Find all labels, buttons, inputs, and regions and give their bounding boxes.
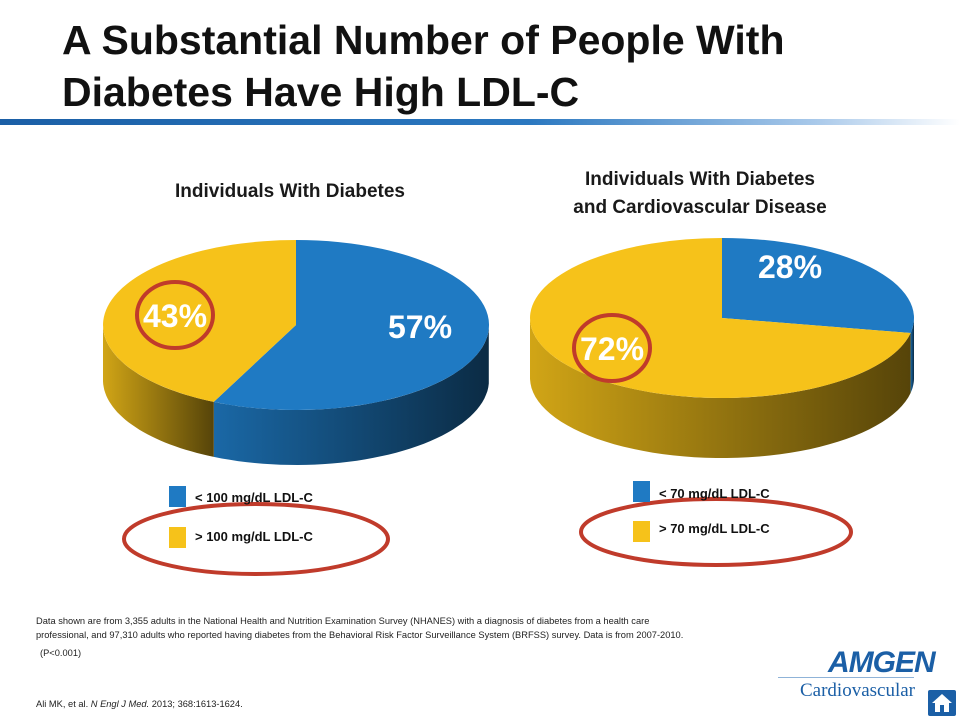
logo-subtitle: Cardiovascular: [800, 680, 916, 701]
citation-journal: N Engl J Med.: [90, 699, 150, 709]
pie2-side-2: [530, 319, 911, 458]
slide-title: A Substantial Number of People With Diab…: [62, 14, 922, 118]
pie2-slice-1: [722, 238, 915, 333]
legend1-label-yellow: > 100 mg/dL LDL-C: [195, 529, 313, 544]
slide-title-line2: Diabetes Have High LDL-C: [62, 69, 580, 115]
citation: Ali MK, et al. N Engl J Med. 2013; 368:1…: [36, 697, 243, 711]
citation-authors: Ali MK, et al.: [36, 699, 91, 709]
legend2-highlight-ring: [579, 497, 853, 567]
legend1-highlight-ring: [122, 502, 390, 576]
chart2-title-line1: Individuals With Diabetes: [585, 169, 815, 190]
chart1-title: Individuals With Diabetes: [175, 181, 405, 202]
pie1-label-1: 57%: [388, 309, 452, 345]
pie-1: 57% 43%: [103, 240, 490, 465]
pie1-side-1: [213, 328, 489, 465]
footnote: Data shown are from 3,355 adults in the …: [36, 614, 816, 660]
legend2-label-blue: < 70 mg/dL LDL-C: [659, 486, 770, 501]
pie-2: 28% 72%: [530, 238, 915, 458]
pie1-label-2: 43%: [143, 298, 207, 334]
chart2-title-line2: and Cardiovascular Disease: [573, 197, 827, 218]
pie2-side-1: [910, 319, 914, 393]
amgen-logo: AMGEN: [828, 646, 936, 679]
home-icon[interactable]: [928, 690, 956, 716]
citation-details: 2013; 368:1613-1624.: [149, 699, 243, 709]
legend2-swatch-yellow: [633, 521, 650, 542]
footnote-pvalue: (P<0.001): [40, 648, 82, 658]
footnote-line2: professional, and 97,310 adults who repo…: [36, 630, 684, 640]
pie1-highlight-ring: [135, 280, 215, 350]
chart2-title: Individuals With Diabetes and Cardiovasc…: [510, 166, 890, 222]
pie2-slice-2: [530, 238, 911, 398]
pie2-label-2: 72%: [580, 331, 644, 367]
pie1-side-2: [103, 326, 214, 457]
legend1-swatch-blue: [169, 486, 186, 507]
slide-title-line1: A Substantial Number of People With: [62, 17, 785, 63]
legend2-label-yellow: > 70 mg/dL LDL-C: [659, 521, 770, 536]
title-rule: [0, 119, 960, 125]
home-icon-glyph: [932, 694, 952, 712]
pie1-slice-2: [103, 240, 297, 402]
legend2-swatch-blue: [633, 481, 650, 502]
pie2-label-1: 28%: [758, 249, 822, 285]
logo-rule: [778, 677, 914, 678]
footnote-line1: Data shown are from 3,355 adults in the …: [36, 616, 650, 626]
legend1-swatch-yellow: [169, 527, 186, 548]
pie1-slice-1: [213, 240, 490, 411]
legend1-label-blue: < 100 mg/dL LDL-C: [195, 490, 313, 505]
pie2-highlight-ring: [572, 313, 652, 383]
